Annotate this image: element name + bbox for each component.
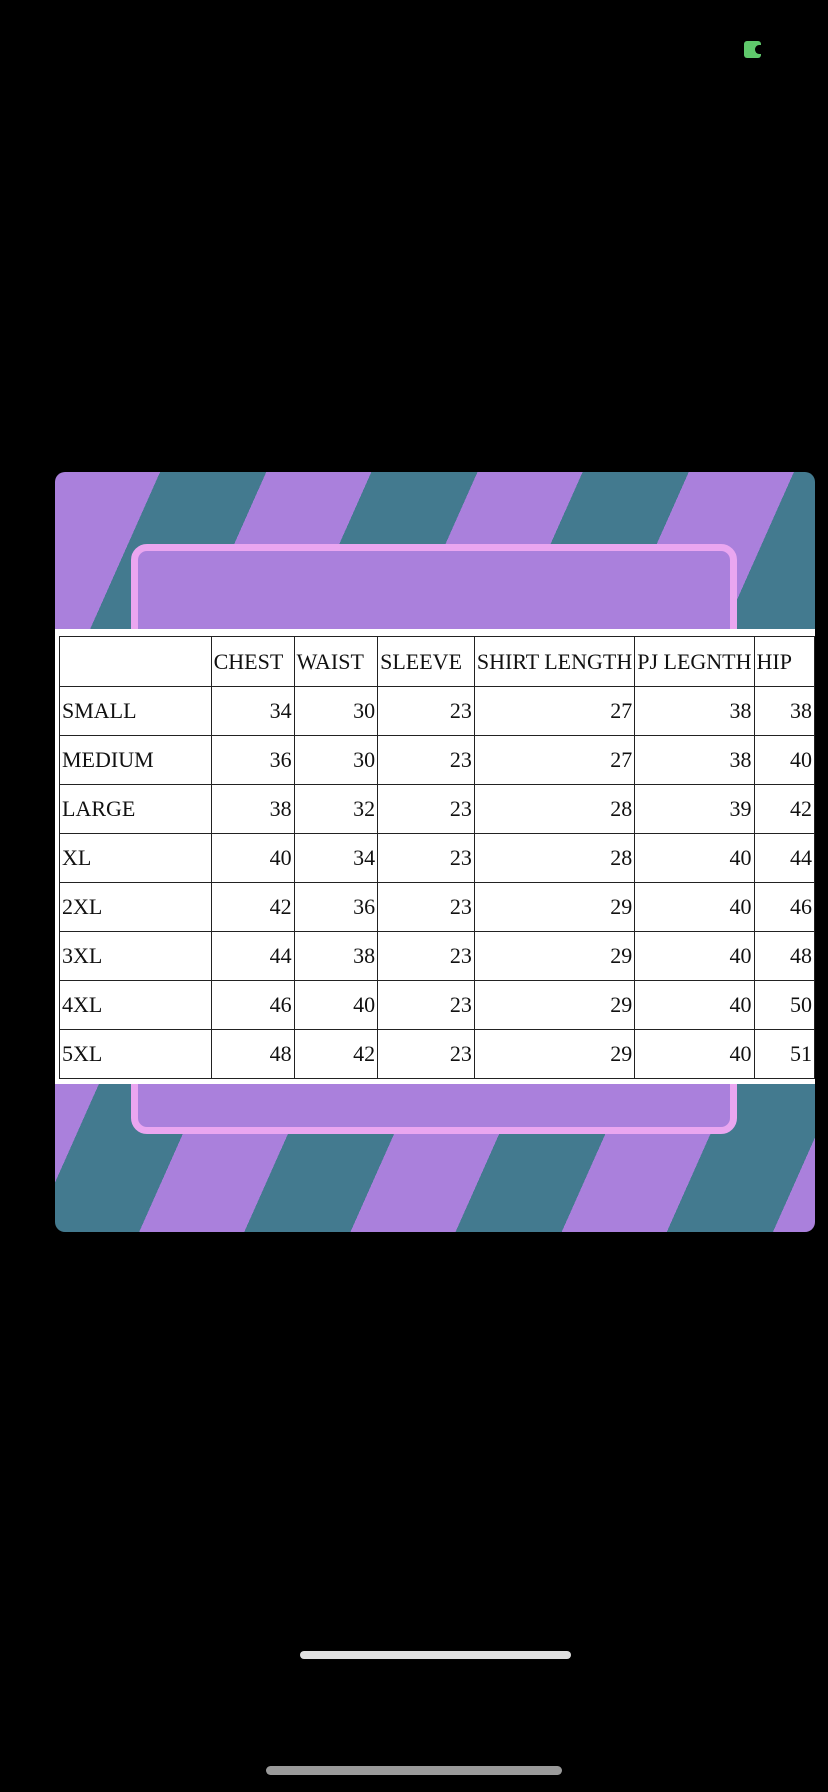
measurement-cell: 40 [634,980,755,1030]
size-label: 4XL [59,980,212,1030]
size-table: CHEST WAIST SLEEVE SHIRT LENGTH PJ LEGNTH HIP… [59,636,815,1079]
measurement-cell: 29 [473,931,636,981]
measurement-cell: 32 [293,784,379,834]
measurement-cell: 27 [473,686,636,736]
measurement-cell: 40 [293,980,379,1030]
measurement-cell: 29 [473,1029,636,1079]
measurement-cell: 36 [293,882,379,932]
size-label: LARGE [59,784,212,834]
column-header: CHEST [210,636,295,687]
column-header: SLEEVE [377,636,475,687]
size-table-band: CHEST WAIST SLEEVE SHIRT LENGTH PJ LEGNTH HIP… [55,629,815,1084]
measurement-cell: 42 [210,882,295,932]
scroll-bar[interactable] [266,1766,562,1775]
measurement-cell: 50 [753,980,815,1030]
measurement-cell: 40 [634,931,755,981]
measurement-cell: 29 [473,980,636,1030]
measurement-cell: 38 [210,784,295,834]
measurement-cell: 23 [377,980,475,1030]
measurement-cell: 42 [293,1029,379,1079]
table-row: 2XL 42 36 23 29 40 46 [59,882,815,932]
measurement-cell: 23 [377,833,475,883]
measurement-cell: 34 [210,686,295,736]
measurement-cell: 36 [210,735,295,785]
app-status-icon [744,41,763,58]
measurement-cell: 40 [753,735,815,785]
measurement-cell: 39 [634,784,755,834]
measurement-cell: 40 [634,833,755,883]
size-label: 5XL [59,1029,212,1079]
size-label: MEDIUM [59,735,212,785]
table-row: 3XL 44 38 23 29 40 48 [59,931,815,981]
size-label: 2XL [59,882,212,932]
measurement-cell: 38 [634,686,755,736]
column-header: SHIRT LENGTH [473,636,636,687]
size-label: SMALL [59,686,212,736]
measurement-cell: 29 [473,882,636,932]
measurement-cell: 40 [634,1029,755,1079]
size-label: XL [59,833,212,883]
home-indicator[interactable] [300,1651,571,1659]
measurement-cell: 40 [634,882,755,932]
measurement-cell: 46 [210,980,295,1030]
measurement-cell: 38 [293,931,379,981]
column-header [59,636,212,687]
measurement-cell: 23 [377,686,475,736]
measurement-cell: 44 [753,833,815,883]
measurement-cell: 30 [293,735,379,785]
measurement-cell: 44 [210,931,295,981]
measurement-cell: 51 [753,1029,815,1079]
size-chart-image: CHEST WAIST SLEEVE SHIRT LENGTH PJ LEGNTH HIP… [55,472,815,1232]
table-header-row: CHEST WAIST SLEEVE SHIRT LENGTH PJ LEGNTH HIP [59,636,815,687]
table-row: 4XL 46 40 23 29 40 50 [59,980,815,1030]
table-row: MEDIUM 36 30 23 27 38 40 [59,735,815,785]
measurement-cell: 23 [377,735,475,785]
size-label: 3XL [59,931,212,981]
measurement-cell: 28 [473,833,636,883]
column-header: HIP [753,636,815,687]
column-header: WAIST [293,636,379,687]
measurement-cell: 30 [293,686,379,736]
measurement-cell: 40 [210,833,295,883]
measurement-cell: 23 [377,784,475,834]
measurement-cell: 23 [377,931,475,981]
column-header: PJ LEGNTH [634,636,755,687]
measurement-cell: 23 [377,882,475,932]
measurement-cell: 38 [753,686,815,736]
measurement-cell: 34 [293,833,379,883]
measurement-cell: 48 [753,931,815,981]
table-row: 5XL 48 42 23 29 40 51 [59,1029,815,1079]
table-row: XL 40 34 23 28 40 44 [59,833,815,883]
measurement-cell: 46 [753,882,815,932]
measurement-cell: 42 [753,784,815,834]
measurement-cell: 27 [473,735,636,785]
measurement-cell: 28 [473,784,636,834]
table-row: LARGE 38 32 23 28 39 42 [59,784,815,834]
measurement-cell: 48 [210,1029,295,1079]
measurement-cell: 38 [634,735,755,785]
measurement-cell: 23 [377,1029,475,1079]
table-row: SMALL 34 30 23 27 38 38 [59,686,815,736]
